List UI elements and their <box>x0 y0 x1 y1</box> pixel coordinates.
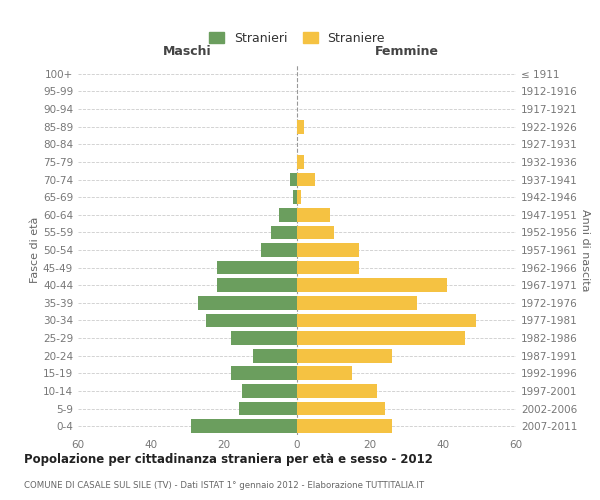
Bar <box>242 384 297 398</box>
Bar <box>253 349 297 362</box>
Bar <box>232 331 297 345</box>
Bar <box>297 366 352 380</box>
Bar <box>191 420 297 433</box>
Text: Popolazione per cittadinanza straniera per età e sesso - 2012: Popolazione per cittadinanza straniera p… <box>24 452 433 466</box>
Bar <box>297 420 392 433</box>
Bar <box>199 296 297 310</box>
Bar <box>297 155 304 169</box>
Text: COMUNE DI CASALE SUL SILE (TV) - Dati ISTAT 1° gennaio 2012 - Elaborazione TUTTI: COMUNE DI CASALE SUL SILE (TV) - Dati IS… <box>24 480 424 490</box>
Bar <box>293 190 297 204</box>
Bar <box>297 190 301 204</box>
Y-axis label: Anni di nascita: Anni di nascita <box>580 209 590 291</box>
Bar <box>239 402 297 415</box>
Bar <box>297 120 304 134</box>
Bar <box>290 172 297 186</box>
Bar <box>297 349 392 362</box>
Bar <box>297 172 315 186</box>
Bar <box>297 314 476 328</box>
Y-axis label: Fasce di età: Fasce di età <box>30 217 40 283</box>
Bar <box>297 260 359 274</box>
Text: Maschi: Maschi <box>163 45 212 58</box>
Bar <box>232 366 297 380</box>
Bar <box>217 260 297 274</box>
Bar <box>260 243 297 257</box>
Legend: Stranieri, Straniere: Stranieri, Straniere <box>204 27 390 50</box>
Bar <box>297 331 465 345</box>
Bar <box>297 296 418 310</box>
Bar <box>297 278 446 292</box>
Bar <box>297 243 359 257</box>
Text: Femmine: Femmine <box>374 45 439 58</box>
Bar <box>271 226 297 239</box>
Bar <box>297 402 385 415</box>
Bar <box>279 208 297 222</box>
Bar <box>297 208 330 222</box>
Bar <box>297 384 377 398</box>
Bar <box>297 226 334 239</box>
Bar <box>217 278 297 292</box>
Bar <box>206 314 297 328</box>
